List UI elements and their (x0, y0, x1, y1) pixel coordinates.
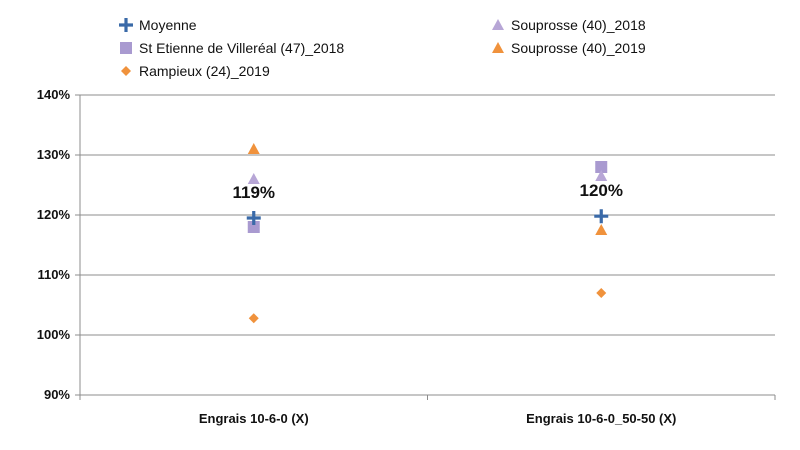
point-triangle (595, 170, 608, 181)
legend-diamond-icon (121, 66, 131, 76)
point-triangle (247, 143, 260, 154)
y-tick-label: 110% (37, 267, 70, 282)
legend-triangle-icon (492, 42, 504, 53)
legend-label: Souprosse (40)_2019 (511, 40, 646, 56)
legend: Moyenne St Etienne de Villeréal (47)_2018… (119, 17, 646, 79)
legend-square-icon (120, 42, 132, 54)
y-tick-label: 120% (37, 207, 71, 222)
data-label: 119% (232, 183, 275, 202)
x-tick-label: Engrais 10-6-0_50-50 (X) (526, 411, 676, 426)
legend-item: Souprosse (40)_2018 (492, 17, 646, 33)
legend-label: St Etienne de Villeréal (47)_2018 (139, 40, 344, 56)
legend-triangle-icon (492, 19, 504, 30)
gridlines (80, 94, 775, 396)
y-tick-label: 140% (37, 87, 71, 102)
point-triangle (595, 224, 608, 235)
point-diamond (596, 288, 607, 298)
y-tick-label: 90% (44, 387, 70, 402)
point-square (247, 221, 260, 233)
point-plus (246, 211, 261, 225)
legend-item: St Etienne de Villeréal (47)_2018 (120, 40, 344, 56)
legend-item: Souprosse (40)_2019 (492, 40, 646, 56)
point-diamond (248, 313, 259, 324)
legend-item: Moyenne (119, 17, 197, 33)
data-marks: 119% 120% (232, 143, 623, 324)
y-tick-label: 100% (37, 327, 71, 342)
y-tick-label: 130% (37, 147, 71, 162)
x-tick-label: Engrais 10-6-0 (X) (199, 411, 309, 426)
legend-plus-icon (119, 18, 133, 32)
legend-label: Rampieux (24)_2019 (139, 63, 270, 79)
axes: 90% 100% 110% 120% 130% 140% Engrais 10-6-0 (X… (37, 87, 776, 426)
data-label: 120% (580, 181, 623, 200)
point-square (595, 161, 608, 173)
legend-label: Moyenne (139, 17, 197, 33)
point-plus (594, 209, 609, 224)
point-triangle (247, 173, 260, 184)
legend-item: Rampieux (24)_2019 (121, 63, 270, 79)
legend-label: Souprosse (40)_2018 (511, 17, 646, 33)
